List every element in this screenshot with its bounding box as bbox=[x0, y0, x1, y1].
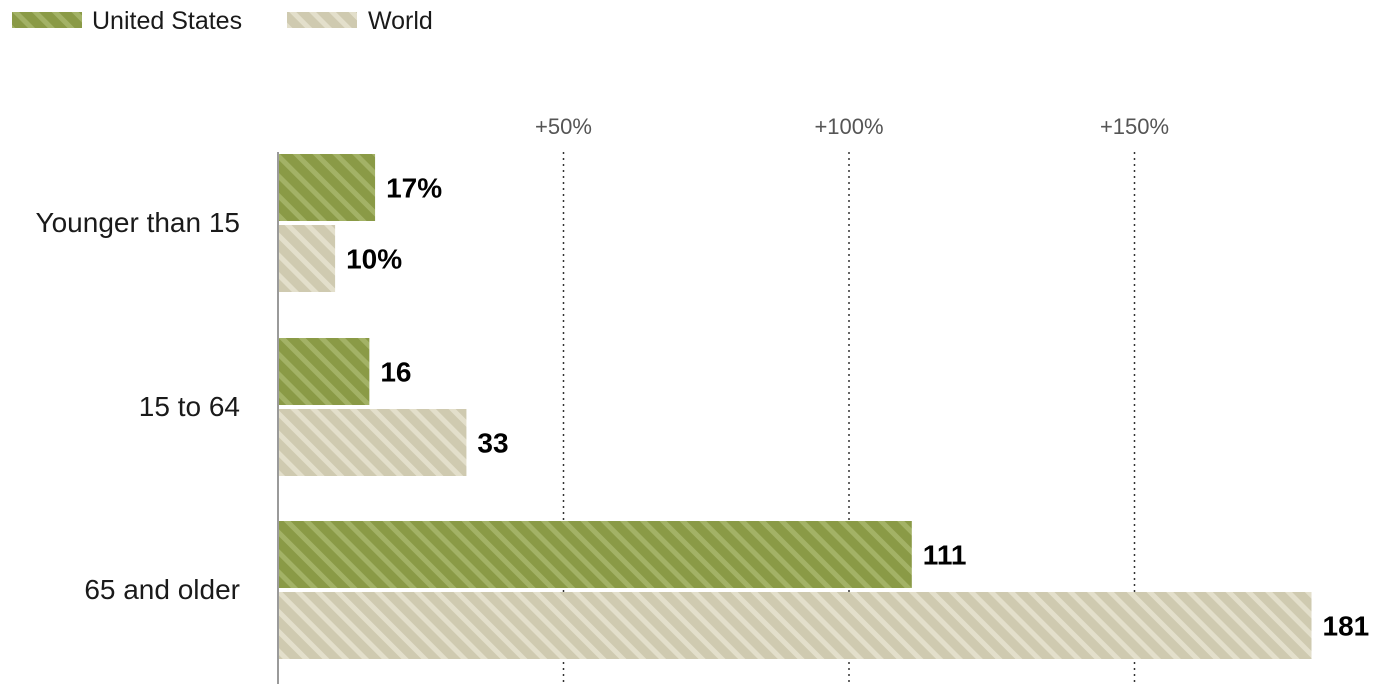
bar-united-states bbox=[278, 154, 376, 221]
gridlines bbox=[562, 152, 1136, 684]
category-label: 15 to 64 bbox=[139, 391, 240, 422]
bar-world bbox=[278, 592, 1312, 659]
bar-united-states bbox=[278, 521, 912, 588]
category-label: Younger than 15 bbox=[36, 207, 241, 238]
legend-label-world: World bbox=[368, 7, 433, 35]
value-labels: 17% 10% 16 33 111 181 bbox=[346, 173, 1369, 642]
value-label: 181 bbox=[1323, 611, 1370, 642]
value-label: 16 bbox=[380, 357, 411, 388]
x-tick-label: +50% bbox=[535, 114, 592, 139]
x-tick-label: +150% bbox=[1100, 114, 1169, 139]
x-tick-labels: +50% +100% +150% bbox=[535, 114, 1169, 139]
legend-swatch-united-states bbox=[12, 12, 82, 28]
legend: United States World bbox=[12, 7, 433, 35]
bars bbox=[278, 154, 1312, 659]
bar-world bbox=[278, 409, 467, 476]
x-tick-label: +100% bbox=[814, 114, 883, 139]
category-labels: Younger than 15 15 to 64 65 and older bbox=[36, 207, 241, 605]
bar-united-states bbox=[278, 338, 370, 405]
value-label: 33 bbox=[477, 428, 508, 459]
value-label: 10% bbox=[346, 244, 402, 275]
bar-world bbox=[278, 225, 336, 292]
legend-swatch-world bbox=[287, 12, 357, 28]
value-label: 111 bbox=[923, 540, 967, 571]
legend-label-united-states: United States bbox=[92, 7, 242, 35]
value-label: 17% bbox=[386, 173, 442, 204]
category-label: 65 and older bbox=[84, 574, 240, 605]
